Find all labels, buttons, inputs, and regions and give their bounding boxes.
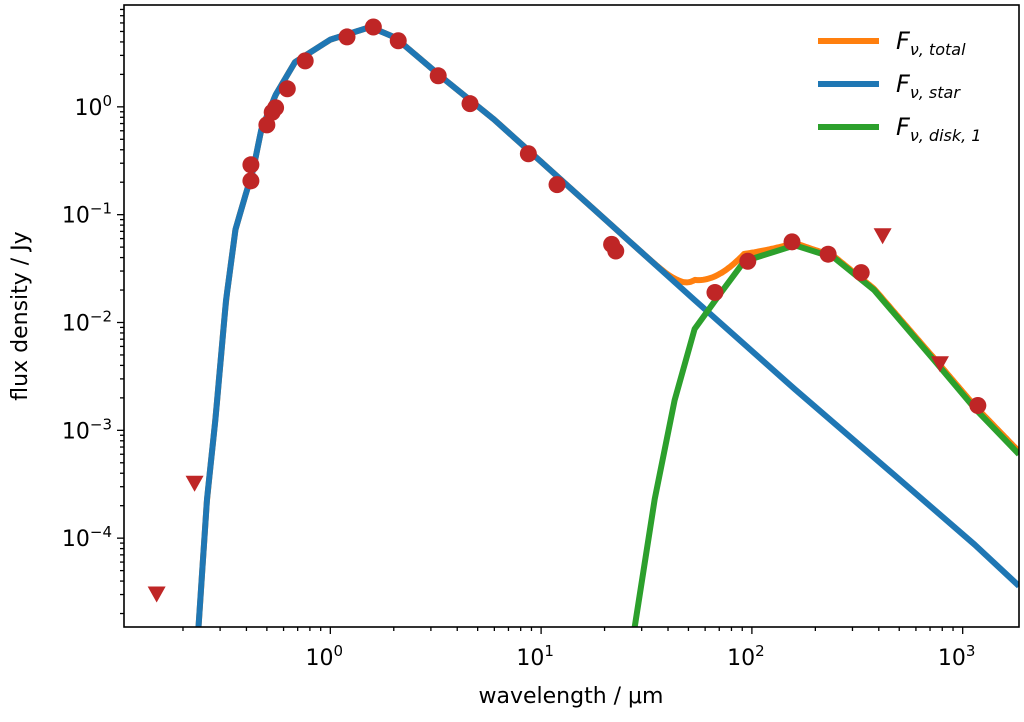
- data-point: [739, 252, 757, 270]
- data-point: [242, 156, 260, 174]
- y-tick-label: 10−3: [62, 415, 112, 444]
- y-tick-label: 100: [74, 92, 112, 121]
- data-point: [267, 99, 285, 117]
- data-point: [338, 28, 356, 46]
- data-point: [278, 80, 296, 98]
- legend: Fν, total Fν, star Fν, disk, 1: [818, 27, 981, 145]
- data-point: [969, 396, 987, 414]
- upper-limit-point: [147, 586, 166, 603]
- upper-limit-point: [873, 228, 892, 245]
- data-point: [607, 242, 625, 260]
- x-tick-label: 103: [938, 642, 976, 671]
- x-tick-label: 102: [727, 642, 765, 671]
- data-point: [296, 52, 314, 70]
- data-point: [548, 176, 566, 194]
- x-axis-label: wavelength / μm: [479, 684, 664, 709]
- upper-limit-point: [930, 356, 949, 373]
- x-tick-label: 101: [516, 642, 554, 671]
- series-line-disk: [631, 242, 1019, 627]
- data-point: [429, 67, 447, 85]
- legend-label: Fν, disk, 1: [896, 113, 981, 145]
- data-point: [242, 172, 260, 190]
- series-line-star: [195, 24, 1019, 627]
- legend-label: Fν, star: [896, 70, 961, 102]
- data-point: [519, 145, 537, 163]
- y-tick-label: 10−2: [62, 308, 112, 337]
- data-point: [852, 264, 870, 282]
- y-tick-label: 10−4: [62, 523, 112, 552]
- y-tick-label: 10−1: [62, 200, 112, 229]
- x-tick-label: 100: [306, 642, 344, 671]
- data-point: [364, 18, 382, 36]
- legend-label: Fν, total: [896, 27, 966, 59]
- data-point: [461, 95, 479, 113]
- upper-limit-point: [185, 475, 204, 492]
- data-point: [706, 283, 724, 301]
- plot-frame: [123, 4, 1020, 628]
- data-point: [783, 233, 801, 251]
- y-axis-label: flux density / Jy: [8, 231, 33, 400]
- data-point: [389, 32, 407, 50]
- data-point: [819, 245, 837, 263]
